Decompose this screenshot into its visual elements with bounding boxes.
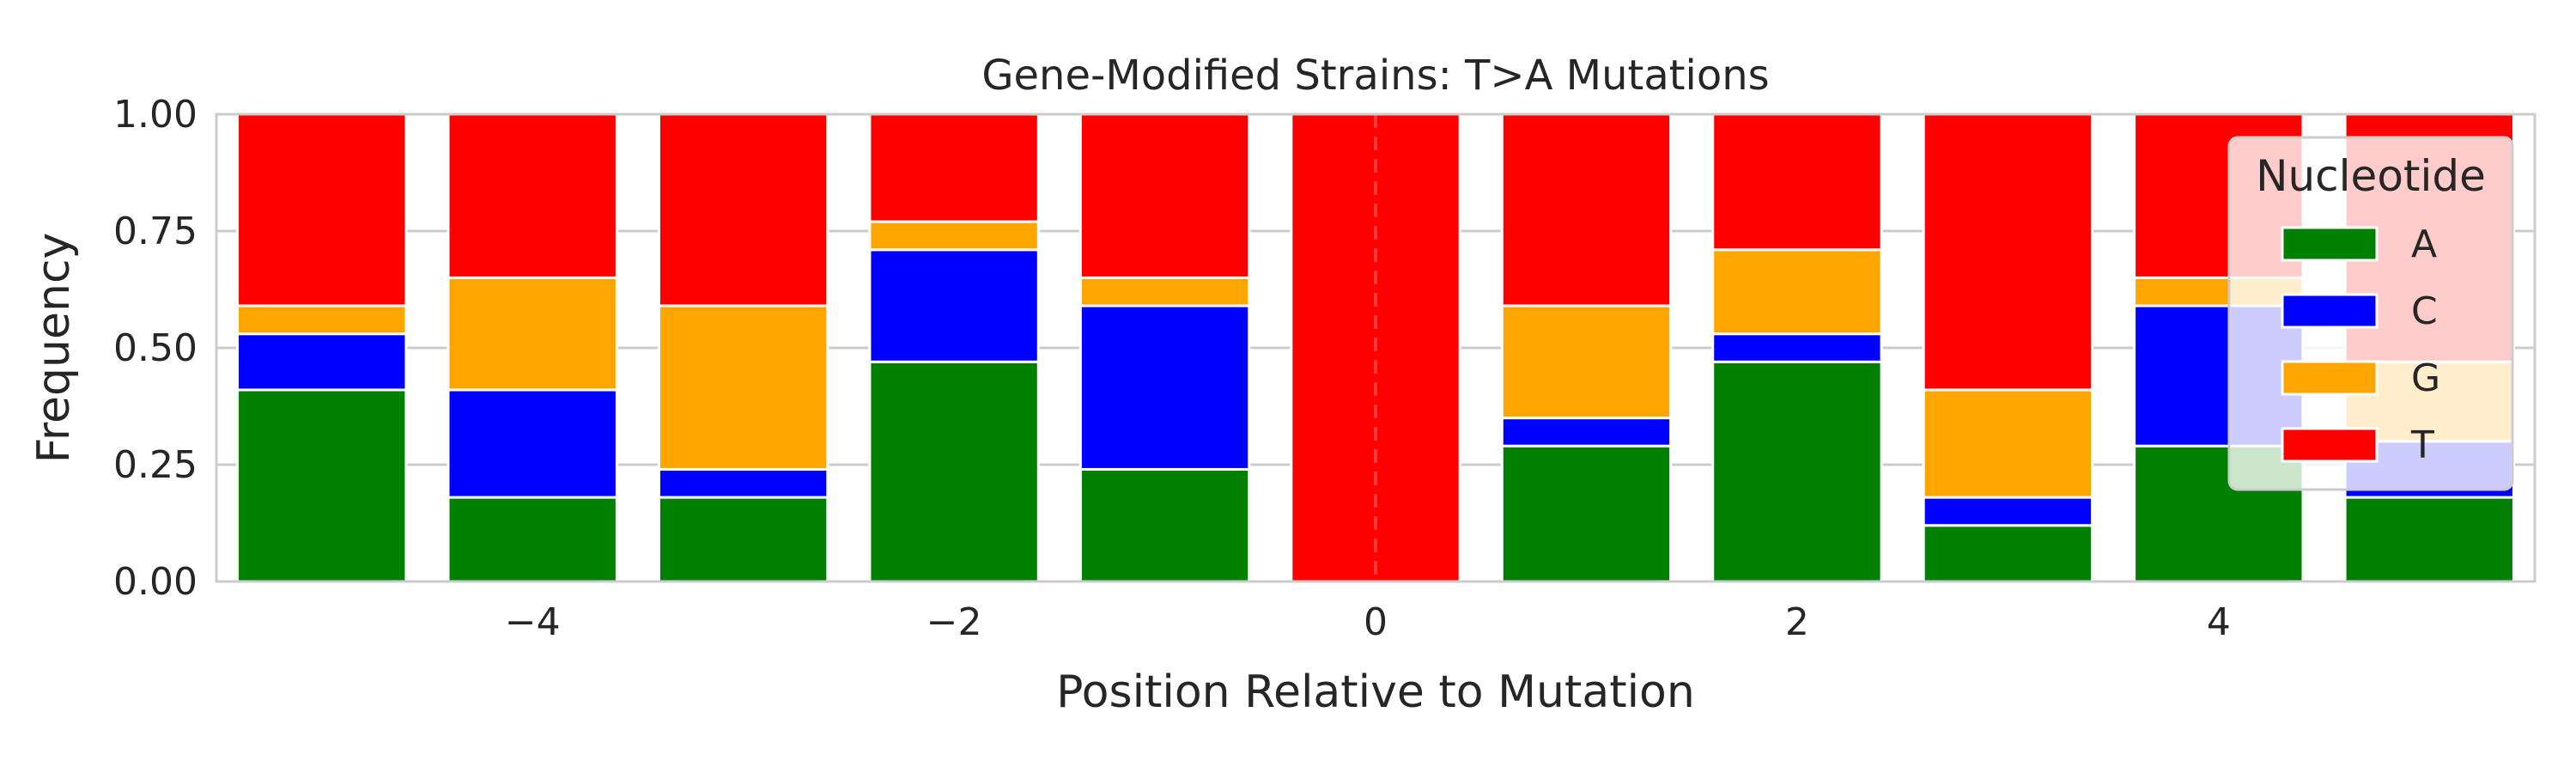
bar-segment-T bbox=[657, 113, 829, 307]
bar-segment-A bbox=[1711, 360, 1883, 583]
bar-segment-G bbox=[1078, 276, 1251, 307]
bar-segment-C bbox=[1711, 332, 1883, 363]
bar-segment-A bbox=[2343, 496, 2515, 583]
bar-segment-C bbox=[657, 467, 829, 499]
legend-label-A: A bbox=[2411, 222, 2437, 266]
legend-label-T: T bbox=[2410, 423, 2434, 467]
x-tick-label: 4 bbox=[2207, 600, 2231, 644]
bar-segment-G bbox=[236, 304, 408, 336]
plot-frame bbox=[215, 113, 2537, 583]
bar-segment-A bbox=[657, 496, 829, 583]
bar-segment-T bbox=[1078, 113, 1251, 279]
legend-label-G: G bbox=[2411, 356, 2440, 400]
chart-title: Gene-Modified Strains: T>A Mutations bbox=[981, 52, 1769, 100]
bar-segment-A bbox=[447, 496, 618, 583]
bar-segment-T bbox=[868, 113, 1040, 223]
y-tick-label: 0.00 bbox=[113, 560, 197, 604]
bar-segment-C bbox=[1078, 304, 1251, 471]
bar-segment-T bbox=[1922, 113, 2094, 392]
legend-swatch-A bbox=[2281, 226, 2379, 262]
bar-segment-G bbox=[1500, 304, 1673, 420]
bar-segment-A bbox=[1078, 467, 1251, 583]
bar-segment-C bbox=[236, 332, 408, 392]
x-tick-label: 0 bbox=[1364, 600, 1388, 644]
bar-segment-G bbox=[1922, 388, 2094, 499]
legend-title: Nucleotide bbox=[2256, 151, 2486, 201]
legend-swatch-T bbox=[2281, 427, 2379, 463]
x-tick-label: −4 bbox=[505, 600, 561, 644]
y-tick-label: 1.00 bbox=[113, 93, 197, 137]
bar-segment-C bbox=[1500, 417, 1673, 447]
bar-segment-A bbox=[1922, 524, 2094, 583]
bar-segment-A bbox=[236, 388, 408, 583]
y-tick-label: 0.75 bbox=[113, 210, 197, 253]
x-ticks: −4 −2 0 2 4 bbox=[505, 600, 2231, 644]
y-tick-label: 0.25 bbox=[113, 443, 197, 487]
y-tick-label: 0.50 bbox=[113, 326, 197, 370]
bar-segment-G bbox=[868, 220, 1040, 252]
x-axis-label: Position Relative to Mutation bbox=[1056, 666, 1695, 718]
bar-segment-A bbox=[868, 360, 1040, 583]
bar-segment-G bbox=[447, 276, 618, 392]
bar-segment-T bbox=[1711, 113, 1883, 252]
bar-segment-G bbox=[1711, 248, 1883, 336]
legend-swatch-G bbox=[2281, 360, 2379, 396]
bar-segment-G bbox=[657, 304, 829, 471]
bar-segment-C bbox=[447, 388, 618, 499]
bar-segment-C bbox=[1922, 496, 2094, 527]
legend-label-C: C bbox=[2411, 289, 2438, 333]
x-tick-label: −2 bbox=[927, 600, 982, 644]
y-axis-label: Frequency bbox=[28, 233, 80, 464]
x-tick-label: 2 bbox=[1785, 600, 1809, 644]
bar-segment-A bbox=[1500, 444, 1673, 583]
legend-swatch-C bbox=[2281, 293, 2379, 329]
bar-segment-T bbox=[447, 113, 618, 279]
bar-segment-T bbox=[236, 113, 408, 307]
y-ticks: 0.00 0.25 0.50 0.75 1.00 bbox=[113, 93, 197, 604]
bar-segment-T bbox=[1500, 113, 1673, 307]
bar-segment-C bbox=[868, 248, 1040, 363]
